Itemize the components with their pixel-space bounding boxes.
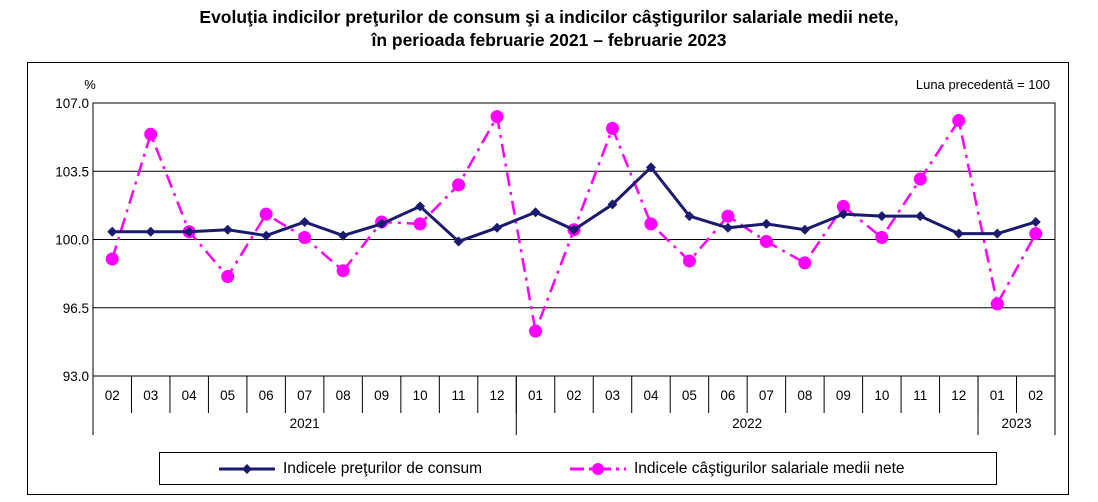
data-point-wage — [336, 264, 350, 278]
data-point-cpi — [761, 218, 772, 229]
data-point-wage — [221, 270, 235, 284]
data-point-wage — [990, 297, 1004, 311]
data-point-wage — [952, 114, 966, 128]
legend-marker-wage — [570, 462, 626, 475]
x-tick-label: 04 — [643, 388, 659, 403]
x-tick-label: 02 — [566, 388, 581, 403]
x-tick-label: 02 — [1028, 388, 1043, 403]
x-tick-label: 11 — [452, 388, 466, 403]
year-label: 2021 — [290, 416, 320, 431]
x-tick-label: 03 — [605, 388, 620, 403]
x-tick-label: 12 — [490, 388, 505, 403]
y-tick-label: 107.0 — [55, 96, 89, 111]
x-tick-label: 02 — [105, 388, 120, 403]
x-tick-label: 12 — [951, 388, 966, 403]
data-point-cpi — [607, 199, 618, 210]
data-point-wage — [682, 254, 696, 268]
data-point-cpi — [992, 228, 1003, 239]
data-point-wage — [605, 121, 619, 135]
data-point-wage — [875, 231, 889, 245]
data-point-wage — [1029, 227, 1043, 241]
data-point-wage — [798, 256, 812, 270]
data-point-cpi — [953, 228, 964, 239]
x-tick-label: 09 — [836, 388, 851, 403]
data-point-cpi — [261, 230, 272, 241]
data-point-wage — [721, 209, 735, 223]
chart-title-line1: Evoluţia indicilor preţurilor de consum … — [199, 7, 899, 27]
data-point-wage — [105, 252, 119, 266]
y-tick-label: 93.0 — [63, 369, 89, 384]
plot-area — [92, 102, 1056, 377]
data-point-cpi — [338, 230, 349, 241]
data-point-wage — [529, 324, 543, 338]
x-tick-label: 01 — [990, 388, 1005, 403]
data-point-wage — [759, 234, 773, 248]
data-point-cpi — [376, 218, 387, 229]
data-point-wage — [490, 110, 504, 124]
data-point-cpi — [569, 224, 579, 235]
legend-label-wage: Indicele câştigurilor salariale medii ne… — [634, 459, 905, 477]
data-point-wage — [144, 127, 158, 141]
data-point-cpi — [299, 216, 310, 227]
data-point-cpi — [107, 226, 118, 237]
x-tick-label: 08 — [336, 388, 351, 403]
data-point-cpi — [915, 211, 926, 222]
x-tick-label: 10 — [874, 388, 889, 403]
data-point-wage — [298, 231, 312, 245]
data-point-wage — [413, 217, 427, 231]
year-label: 2023 — [1001, 416, 1031, 431]
x-tick-label: 06 — [259, 388, 274, 403]
data-point-cpi — [1030, 216, 1041, 227]
x-tick-label: 03 — [143, 388, 158, 403]
data-point-cpi — [645, 162, 656, 173]
chart-frame — [27, 62, 1069, 495]
chart-note: Luna precedentă = 100 — [916, 77, 1050, 92]
data-point-cpi — [722, 222, 733, 233]
x-tick-label: 07 — [297, 388, 312, 403]
y-tick-label: 96.5 — [63, 301, 89, 316]
data-point-cpi — [799, 224, 810, 235]
data-point-cpi — [145, 226, 156, 237]
data-point-wage — [259, 207, 273, 221]
legend-label-cpi: Indicele preţurilor de consum — [283, 459, 483, 477]
legend-marker-cpi — [219, 463, 275, 474]
chart-legend: Indicele preţurilor de consum Indicele c… — [159, 452, 997, 485]
y-tick-label: 103.5 — [55, 164, 89, 179]
data-point-cpi — [876, 211, 887, 222]
data-point-cpi — [415, 201, 426, 212]
data-point-cpi — [838, 209, 849, 220]
x-tick-label: 05 — [220, 388, 235, 403]
x-tick-label: 04 — [182, 388, 198, 403]
data-point-wage — [452, 178, 466, 192]
legend-item-cpi: Indicele preţurilor de consum — [217, 453, 482, 484]
x-tick-label: 05 — [682, 388, 697, 403]
chart-title-line2: în perioada februarie 2021 – februarie 2… — [371, 30, 727, 50]
x-tick-label: 08 — [797, 388, 812, 403]
data-point-wage — [644, 217, 658, 231]
x-tick-label: 06 — [720, 388, 735, 403]
x-tick-label: 07 — [759, 388, 774, 403]
data-point-cpi — [453, 236, 464, 247]
y-axis-label: % — [84, 77, 96, 92]
x-tick-label: 09 — [374, 388, 389, 403]
legend-item-wage: Indicele câştigurilor salariale medii ne… — [568, 453, 905, 484]
y-tick-label: 100.0 — [55, 233, 89, 248]
x-tick-label: 10 — [413, 388, 428, 403]
x-tick-label: 11 — [913, 388, 927, 403]
data-point-cpi — [184, 226, 195, 237]
data-point-wage — [913, 172, 927, 186]
data-point-wage — [836, 199, 850, 213]
data-point-cpi — [530, 207, 541, 218]
data-point-cpi — [492, 222, 503, 233]
x-tick-label: 01 — [528, 388, 543, 403]
data-point-cpi — [222, 224, 233, 235]
year-label: 2022 — [732, 416, 762, 431]
data-point-cpi — [684, 211, 695, 222]
